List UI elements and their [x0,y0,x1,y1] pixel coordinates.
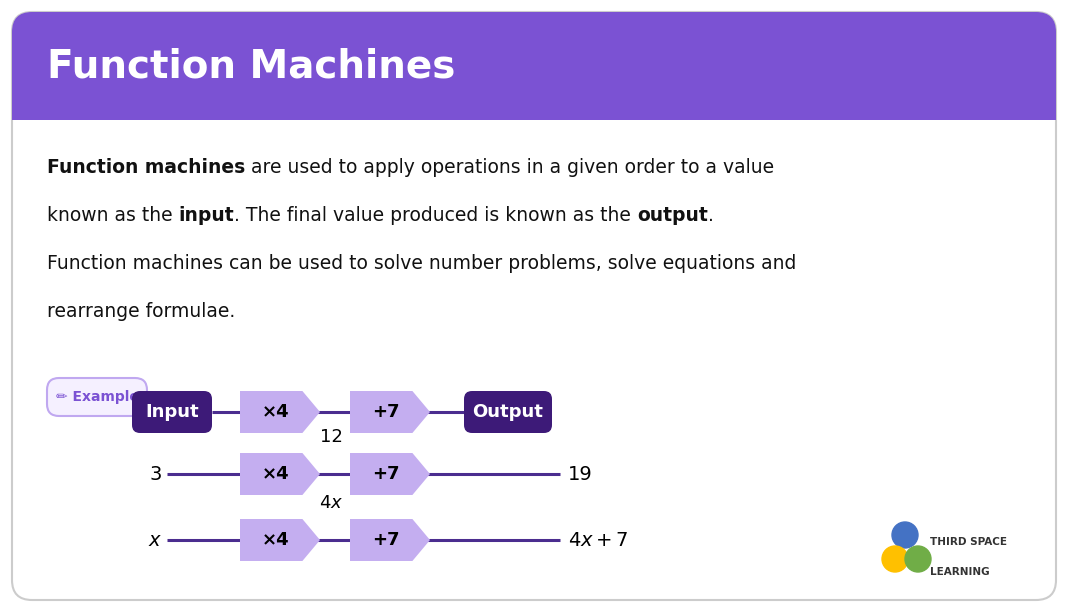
Text: input: input [178,206,234,225]
Text: Function machines can be used to solve number problems, solve equations and: Function machines can be used to solve n… [47,254,797,273]
Text: $x$: $x$ [147,531,162,550]
Text: $4x$: $4x$ [319,494,343,512]
Text: Input: Input [145,403,199,421]
Text: output: output [638,206,708,225]
Text: are used to apply operations in a given order to a value: are used to apply operations in a given … [246,158,774,177]
Polygon shape [350,391,430,433]
Text: LEARNING: LEARNING [930,567,990,577]
FancyBboxPatch shape [12,12,1056,120]
Text: +7: +7 [372,465,399,483]
Text: ×4: ×4 [262,531,289,549]
Text: . The final value produced is known as the: . The final value produced is known as t… [234,206,638,225]
Text: Function Machines: Function Machines [47,47,455,85]
Text: THIRD SPACE: THIRD SPACE [930,537,1007,547]
Text: ×4: ×4 [262,403,289,421]
FancyBboxPatch shape [47,378,147,416]
Polygon shape [350,519,430,561]
Circle shape [892,522,918,548]
Text: ✏ Example: ✏ Example [56,390,139,404]
Polygon shape [350,453,430,495]
Text: .: . [708,206,713,225]
Text: 12: 12 [319,428,343,446]
FancyBboxPatch shape [132,391,213,433]
Text: Output: Output [472,403,544,421]
Text: +7: +7 [372,531,399,549]
FancyBboxPatch shape [464,391,552,433]
Circle shape [882,546,908,572]
Text: +7: +7 [372,403,399,421]
FancyBboxPatch shape [12,12,1056,600]
Polygon shape [240,453,320,495]
Bar [12,72,1056,120]
Text: 19: 19 [568,465,593,483]
Circle shape [905,546,931,572]
Text: $4x + 7$: $4x + 7$ [568,531,629,550]
Polygon shape [240,391,320,433]
Text: rearrange formulae.: rearrange formulae. [47,302,235,321]
Text: 3: 3 [150,465,162,483]
Polygon shape [240,519,320,561]
Text: ×4: ×4 [262,465,289,483]
Text: known as the: known as the [47,206,178,225]
Text: Function machines: Function machines [47,158,246,177]
